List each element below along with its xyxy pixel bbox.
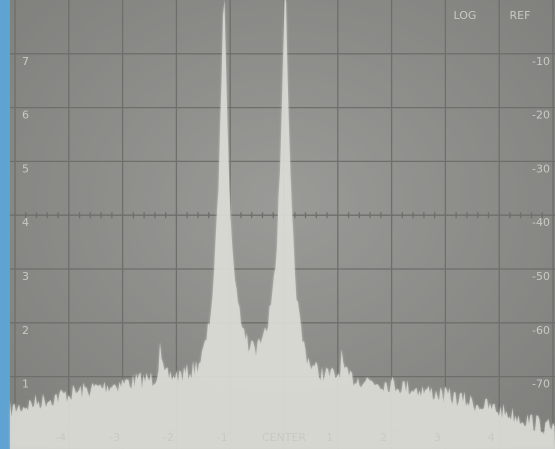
bottom-scale-label: 4 xyxy=(488,431,495,444)
bottom-scale-label: -4 xyxy=(55,431,66,444)
right-scale-label: -70 xyxy=(532,378,550,391)
center-label: CENTER xyxy=(262,431,307,444)
spectrum-trace xyxy=(10,0,555,449)
right-scale-label: -30 xyxy=(532,162,550,175)
right-scale-label: -20 xyxy=(532,109,550,122)
bottom-scale-label: -2 xyxy=(163,431,174,444)
left-scale-label: 2 xyxy=(22,324,29,337)
bottom-scale-label: 2 xyxy=(380,431,387,444)
bottom-scale-label: 1 xyxy=(326,431,333,444)
ref-label: REF xyxy=(510,9,531,22)
right-scale-label: -10 xyxy=(532,55,550,68)
left-scale-label: 4 xyxy=(22,216,29,229)
left-scale-label: 3 xyxy=(22,270,29,283)
right-scale-label: -50 xyxy=(532,270,550,283)
left-scale-label: 1 xyxy=(22,378,29,391)
log-label: LOG xyxy=(454,9,477,22)
right-scale-label: -40 xyxy=(532,216,550,229)
left-scale-label: 5 xyxy=(22,162,29,175)
left-scale-label: 7 xyxy=(22,55,29,68)
bottom-scale-label: 3 xyxy=(434,431,441,444)
bottom-scale-label: -3 xyxy=(109,431,120,444)
right-scale-label: -60 xyxy=(532,324,550,337)
left-scale-label: 6 xyxy=(22,109,29,122)
bottom-scale-label: -1 xyxy=(217,431,228,444)
trace-fill xyxy=(10,0,555,449)
